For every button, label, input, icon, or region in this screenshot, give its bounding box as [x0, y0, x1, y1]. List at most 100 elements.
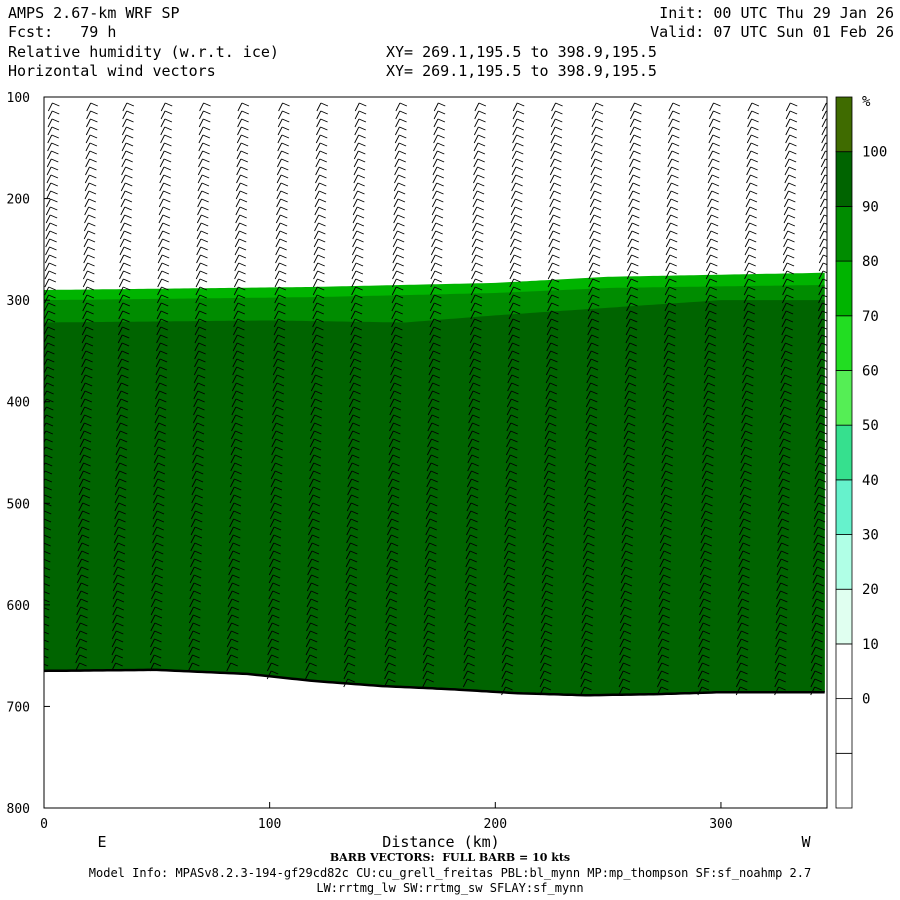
barb-flag — [822, 278, 827, 282]
barb-shaft — [77, 534, 83, 544]
barb-column — [618, 102, 642, 696]
barb-flag — [585, 630, 593, 635]
barb-flag — [198, 358, 206, 363]
barb-shaft — [426, 470, 432, 480]
barb-flag — [124, 198, 133, 203]
barb-flag — [710, 238, 719, 243]
barb-flag — [785, 310, 794, 315]
barb-shaft — [274, 270, 280, 280]
barb-shaft — [153, 470, 159, 480]
barb-shaft — [509, 262, 515, 272]
barb-shaft — [775, 598, 781, 608]
barb-flag — [313, 486, 321, 491]
barb-shaft — [309, 462, 315, 472]
barb-shaft — [779, 398, 785, 408]
barb-shaft — [697, 670, 703, 680]
barb-flag — [467, 670, 475, 675]
barb-flag — [470, 510, 478, 515]
barb-shaft — [388, 438, 394, 448]
barb-flag — [121, 382, 129, 387]
barb-shaft — [273, 358, 278, 368]
barb-flag — [397, 230, 405, 235]
barb-shaft — [313, 238, 319, 248]
barb-shaft — [744, 254, 750, 264]
barb-shaft — [704, 334, 710, 344]
barb-shaft — [118, 302, 124, 312]
barb-shaft — [658, 606, 664, 616]
barb-shaft — [429, 318, 435, 328]
barb-flag — [395, 294, 404, 299]
barb-flag — [435, 246, 443, 251]
barb-shaft — [628, 166, 634, 176]
barb-flag — [352, 422, 361, 427]
barb-flag — [350, 534, 358, 539]
barb-shaft — [501, 686, 506, 696]
barb-shaft — [620, 582, 626, 592]
barb-flag — [670, 206, 679, 211]
barb-shaft — [699, 606, 704, 616]
barb-shaft — [305, 654, 311, 664]
barb-shaft — [159, 190, 164, 200]
barb-flag — [741, 614, 749, 619]
barb-shaft — [585, 438, 590, 448]
barb-flag — [509, 478, 517, 483]
barb-shaft — [310, 398, 316, 408]
barb-flag — [624, 614, 632, 619]
barb-flag — [398, 182, 406, 187]
barb-shaft — [663, 350, 669, 360]
barb-flag — [595, 110, 604, 115]
barb-shaft — [82, 278, 88, 288]
barb-flag — [320, 110, 328, 115]
barb-shaft — [784, 158, 790, 168]
barb-flag — [822, 286, 827, 290]
barb-flag — [469, 566, 477, 571]
barb-shaft — [539, 686, 545, 696]
barb-flag — [669, 270, 677, 275]
barb-flag — [232, 566, 240, 571]
barb-shaft — [548, 238, 554, 248]
barb-flag — [710, 222, 719, 227]
barb-flag — [470, 502, 479, 507]
barb-flag — [818, 462, 827, 467]
barb-flag — [471, 462, 479, 467]
barb-shaft — [785, 102, 791, 112]
barb-flag — [231, 606, 240, 611]
barb-shaft — [268, 590, 274, 600]
barb-flag — [397, 190, 406, 195]
barb-shaft — [268, 566, 274, 576]
barb-shaft — [79, 422, 85, 432]
barb-flag — [157, 494, 165, 499]
barb-shaft — [544, 454, 549, 464]
barb-flag — [553, 198, 561, 203]
barb-shaft — [38, 607, 42, 615]
barb-flag — [669, 286, 677, 291]
barb-shaft — [350, 310, 356, 320]
barb-flag — [358, 142, 366, 147]
barb-flag — [710, 270, 718, 275]
barb-shaft — [193, 406, 198, 416]
barb-shaft — [509, 254, 515, 264]
barb-flag — [512, 350, 520, 355]
barb-shaft — [426, 446, 432, 456]
colorbar-label: 100 — [862, 145, 887, 161]
barb-flag — [471, 470, 479, 475]
barb-shaft — [113, 542, 119, 552]
barb-shaft — [349, 358, 355, 368]
barb-flag — [395, 302, 404, 307]
barb-flag — [125, 158, 133, 163]
barb-flag — [356, 246, 364, 251]
barb-flag — [476, 214, 484, 219]
barb-shaft — [580, 686, 585, 696]
barb-shaft — [276, 198, 282, 208]
barb-shaft — [234, 246, 240, 256]
barb-shaft — [117, 326, 123, 336]
barb-shaft — [345, 566, 351, 576]
barb-flag — [194, 566, 202, 571]
barb-shaft — [698, 638, 704, 648]
barb-flag — [707, 382, 716, 387]
barb-shaft — [343, 646, 349, 656]
barb-flag — [276, 414, 284, 419]
barb-flag — [351, 470, 360, 475]
barb-flag — [398, 174, 406, 179]
barb-flag — [473, 382, 481, 387]
